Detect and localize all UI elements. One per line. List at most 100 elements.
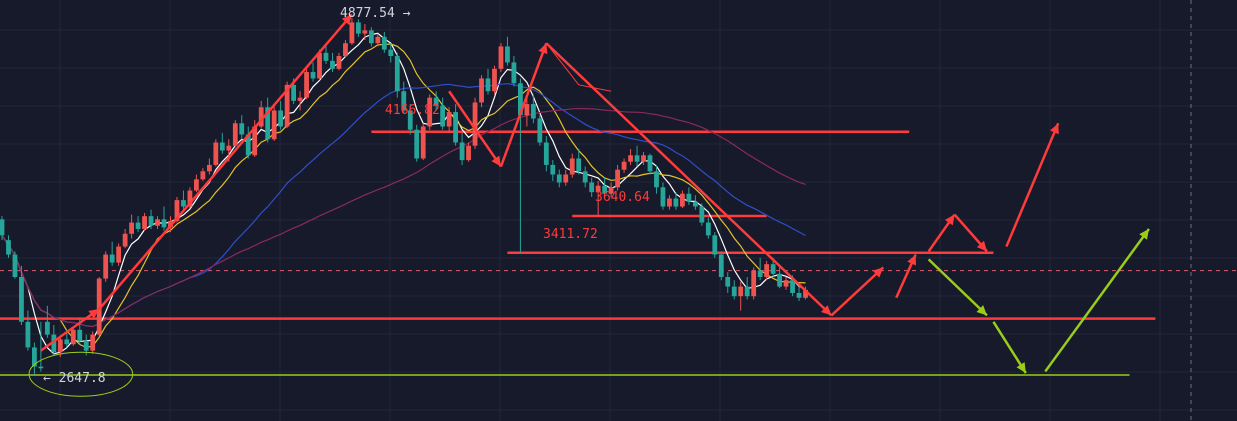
candle-body: [304, 72, 309, 98]
candle-body: [589, 182, 595, 193]
trend-arrow-2-line: [448, 90, 502, 168]
candle-body: [647, 155, 653, 172]
low-price-label: ← 2647.8: [43, 371, 106, 386]
level-1-label: 4166.82: [385, 103, 440, 118]
candle-body: [757, 270, 763, 277]
candle-body: [738, 286, 744, 297]
zigzag-line: [545, 42, 612, 92]
candle-body: [258, 107, 264, 127]
high-price-label: 4877.54 →: [340, 6, 411, 21]
candle-body: [751, 270, 757, 297]
trend-arrow-10-line: [927, 258, 988, 317]
candle-body: [109, 254, 115, 263]
candle-body: [524, 104, 530, 116]
candle-body: [699, 206, 705, 223]
candle-body: [317, 52, 322, 79]
candle-body: [44, 321, 50, 335]
candles: [0, 18, 808, 375]
candle-body: [725, 276, 731, 287]
candle-body: [634, 155, 640, 162]
candle-body: [200, 171, 206, 180]
candle-body: [174, 200, 180, 221]
candle-body: [446, 112, 452, 127]
candle-body: [194, 179, 199, 191]
trend-arrow-0-line: [40, 307, 100, 352]
candle-body: [181, 200, 186, 207]
candle-body: [595, 185, 601, 193]
candle-body: [420, 126, 426, 159]
trend-arrow-9-line: [1005, 122, 1060, 248]
candle-body: [38, 366, 44, 369]
candle-body: [297, 97, 303, 101]
candle-body: [219, 142, 225, 151]
candle-body: [12, 254, 18, 277]
candle-body: [764, 264, 770, 277]
trend-arrow-4-line: [545, 42, 833, 317]
candle-body: [803, 289, 808, 298]
candle-body: [705, 222, 711, 236]
trend-arrow-9-head: [1049, 123, 1059, 135]
candle-body: [252, 126, 258, 156]
candle-body: [271, 110, 277, 140]
low-ellipse: [28, 351, 134, 397]
candle-body: [530, 104, 536, 119]
trend-arrow-0-head: [88, 309, 100, 319]
candle-body: [427, 97, 433, 127]
candle-body: [556, 174, 562, 183]
candle-body: [511, 62, 517, 84]
candle-body: [602, 185, 608, 194]
candle-body: [142, 216, 147, 229]
candle-body: [0, 219, 5, 236]
candle-body: [673, 198, 679, 207]
candle-body: [492, 68, 497, 92]
candle-body: [375, 36, 381, 44]
candle-body: [440, 105, 446, 127]
candle-body: [498, 46, 504, 69]
candle-body: [232, 123, 238, 146]
candle-body: [680, 193, 685, 207]
candle-body: [770, 264, 776, 274]
trend-arrow-7-head: [944, 214, 955, 226]
candle-body: [116, 246, 122, 263]
candle-body: [718, 254, 724, 277]
candle-body: [388, 49, 394, 57]
candle-body: [349, 22, 355, 44]
candle-body: [563, 174, 569, 183]
candle-body: [667, 198, 672, 207]
moving-average-ma_purple: [1, 107, 806, 328]
candle-body: [731, 286, 737, 297]
trend-arrow-1-head: [341, 14, 352, 26]
candle-body: [284, 84, 290, 127]
candle-body: [206, 164, 212, 172]
candle-body: [155, 219, 160, 226]
candle-body: [783, 280, 789, 287]
candle-body: [245, 134, 251, 156]
moving-average-ma_yellow: [1, 43, 806, 349]
trend-arrow-3-line: [499, 42, 548, 167]
candle-body: [401, 91, 407, 111]
candle-body: [576, 158, 582, 172]
candle-body: [790, 280, 795, 293]
candle-body: [453, 112, 458, 143]
candle-body: [330, 60, 335, 69]
candle-body: [90, 334, 96, 351]
candle-body: [187, 190, 193, 207]
candle-body: [323, 52, 329, 61]
candle-body: [608, 187, 614, 194]
candle-body: [96, 278, 102, 335]
trend-arrow-5-line: [830, 266, 885, 317]
candle-body: [550, 164, 556, 175]
candle-body: [6, 240, 11, 255]
trend-arrow-11-head: [1016, 362, 1026, 374]
candle-body: [569, 158, 575, 175]
candle-body: [582, 171, 588, 183]
candle-body: [278, 110, 284, 127]
trend-arrow-4-head: [820, 305, 832, 316]
candle-body: [310, 72, 316, 79]
trend-arrows: [40, 13, 1150, 374]
candle-body: [51, 334, 57, 353]
candle-body: [226, 145, 232, 151]
trend-arrow-3-head: [538, 43, 548, 55]
